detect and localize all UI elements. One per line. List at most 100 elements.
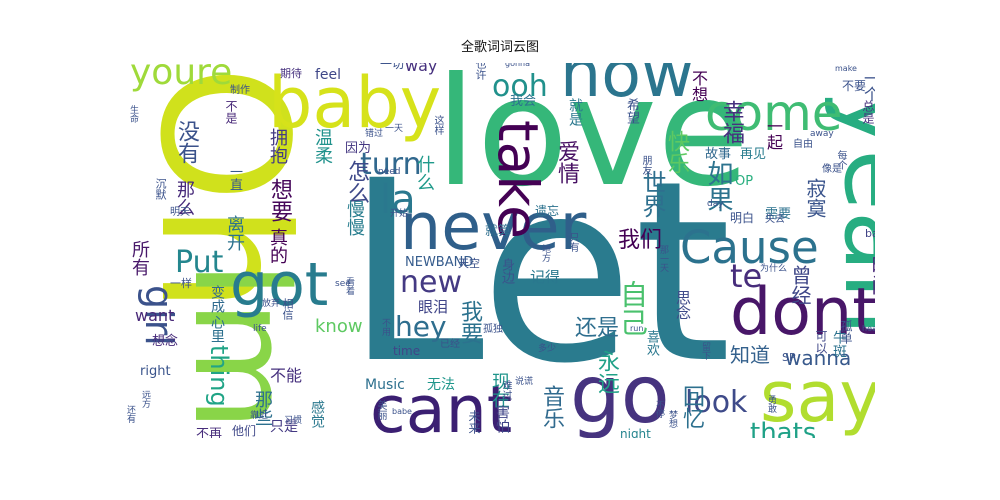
cloud-word: 为什么 [760,264,788,274]
cloud-word: 明天 [170,207,190,218]
cloud-word: hey [395,310,447,343]
cloud-word: 故事 [705,147,732,162]
cloud-word: 生命 [128,105,138,123]
cloud-word: thats [750,418,817,438]
cloud-word: 音乐 [539,385,564,429]
cloud-word: 未来 [467,410,481,434]
cloud-word: 牛斑 [831,330,847,358]
cloud-word: see [335,279,351,289]
cloud-word: girl [137,285,181,346]
cloud-word: 可以 [814,330,828,354]
cloud-word: gonna [505,63,531,68]
cloud-word: 一起 [764,118,783,150]
cloud-word: 希望 [624,98,639,124]
cloud-word: 远方 [140,390,150,408]
cloud-word: look [685,385,748,420]
cloud-word: way [405,63,438,75]
cloud-word: 世界 [638,170,666,218]
cloud-word: 永远 [594,350,619,394]
cloud-word: 看着 [344,277,354,295]
cloud-word: 幸福 [719,100,744,144]
cloud-word: ooh [492,69,548,104]
cloud-word: 如果 [703,160,733,212]
cloud-word: 知道 [730,343,770,367]
cloud-word: 相信 [281,298,294,320]
cloud-word: 想要 [267,178,292,222]
chart-title: 全歌词词云图 [460,40,539,55]
cloud-word: 自己 [616,280,649,336]
cloud-word: 还是 [575,316,620,341]
cloud-word: Put [175,245,224,280]
cloud-word: 这样 [432,115,443,135]
cloud-word: heart [862,324,875,333]
cloud-word: 不想 [689,70,708,102]
cloud-word: 也许 [474,63,487,80]
cloud-word: 就是 [567,98,583,126]
cloud-word: night [620,427,651,438]
cloud-word: 梦想 [667,410,677,428]
cloud-word: back [865,227,875,240]
cloud-word: 一天 [385,124,404,134]
cloud-word: 回忆 [679,385,704,429]
cloud-word: 总是 [861,100,875,124]
cloud-word: 孤独 [483,324,503,335]
cloud-word: 再见 [740,147,767,162]
cloud-word: 明白 [730,211,755,225]
cloud-word: 不用 [380,318,390,336]
cloud-word: 勇敢 [766,395,776,413]
cloud-word: 孤单 [839,320,853,344]
cloud-word: make [835,64,857,73]
cloud-word: Music [365,377,405,393]
cloud-word: 不要 [842,79,867,93]
cloud-word: 留下 [700,342,710,360]
cloud-word: 错过 [365,129,384,139]
cloud-word: 就算 [485,224,512,239]
cloud-word: 害怕 [494,405,510,433]
cloud-word: youre [130,63,233,93]
cloud-word: 天空 [458,257,480,270]
cloud-word: 变成 [209,285,225,313]
cloud-word: time [393,344,421,358]
cloud-word: 地方 [540,244,550,262]
cloud-word: la [380,177,416,223]
cloud-word: away [810,129,834,139]
cloud-word: 心里 [209,315,225,343]
cloud-word: right [140,364,171,379]
cloud-word: Im [164,260,321,432]
cloud-word: 寂寞 [803,178,827,218]
cloud-word: 自由 [793,139,813,150]
cloud-word: 不停 [654,400,664,418]
cloud-word: thing [205,345,233,407]
cloud-word: 拥抱 [267,128,288,164]
cloud-word: 记得 [530,268,561,286]
cloud-word: 时间 [868,255,875,295]
cloud-word: want [135,306,175,325]
cloud-word: 一样 [170,277,192,290]
cloud-word: Cause [680,221,819,274]
cloud-word: Oh [125,65,324,314]
cloud-word: 失去 [765,214,785,225]
cloud-word: OP [735,174,754,189]
cloud-word: 美丽 [375,400,386,420]
cloud-word: 所有 [129,240,150,276]
cloud-word: NEWBAND [405,255,474,270]
cloud-word: take [486,120,550,239]
cloud-word: 曾经 [788,265,812,305]
cloud-word: 真的 [267,228,288,264]
cloud-word: dont [730,275,875,350]
cloud-word: say [760,356,875,438]
cloud-word: 喜欢 [644,330,659,356]
cloud-word: baby [268,63,442,144]
cloud-word: 感觉 [309,400,325,428]
cloud-word: go [570,348,670,438]
cloud-word: 靠近 [250,411,269,421]
cloud-word: need [378,167,401,177]
cloud-word: 快乐 [664,130,689,174]
cloud-word: 一切 [380,63,405,71]
cloud-word: 难过 [500,380,511,400]
cloud-word: 他们 [232,424,257,438]
cloud-word: 我会 [510,94,537,109]
word-cloud: Let love Oh Im yeah never now baby cant go say dont… [125,63,875,438]
cloud-word: 一直 [227,165,242,191]
cloud-word: Let [345,127,732,418]
